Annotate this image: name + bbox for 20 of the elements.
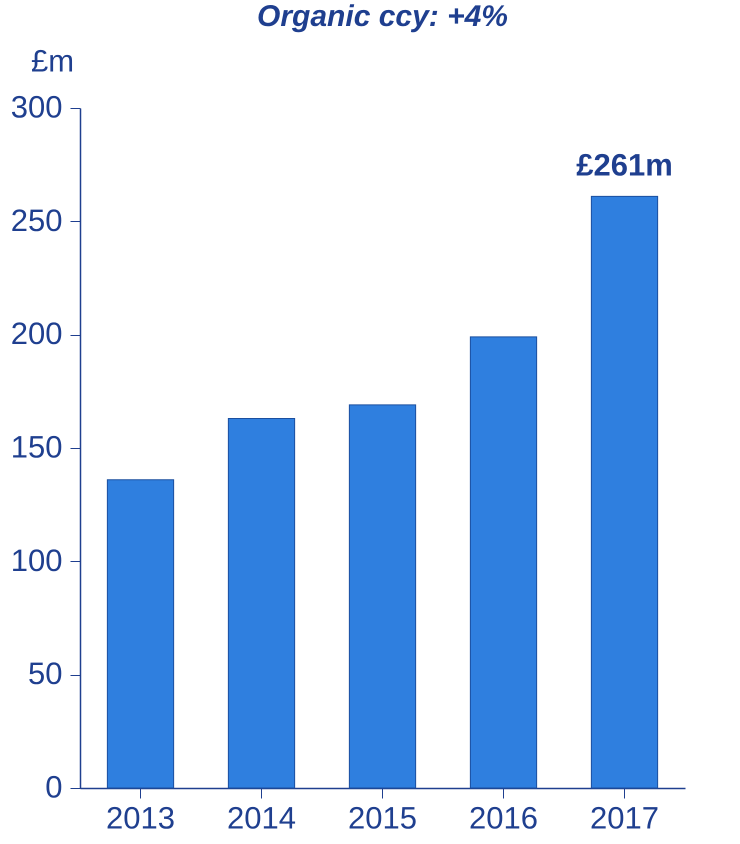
bar (106, 479, 174, 788)
x-tick-label: 2013 (106, 800, 175, 836)
chart-title: Organic ccy: +4% (257, 0, 508, 33)
x-tick-label: 2017 (590, 800, 659, 836)
y-tick-label: 0 (45, 770, 62, 804)
y-axis-title: £m (30, 44, 74, 78)
y-tick-label: 100 (10, 542, 62, 578)
y-tick-label: 300 (10, 90, 62, 124)
y-tick-label: 150 (10, 430, 62, 464)
bar (470, 336, 538, 788)
y-tick-label: 250 (10, 202, 62, 238)
x-tick-label: 2016 (469, 800, 538, 836)
y-tick-label: 200 (10, 316, 62, 352)
y-tick-label: 50 (28, 656, 62, 692)
bar (590, 196, 658, 788)
x-tick-label: 2014 (227, 800, 296, 836)
x-tick-label: 2015 (348, 800, 417, 836)
bar (228, 418, 296, 788)
bar (348, 404, 416, 788)
annotation: £261m (576, 147, 673, 182)
